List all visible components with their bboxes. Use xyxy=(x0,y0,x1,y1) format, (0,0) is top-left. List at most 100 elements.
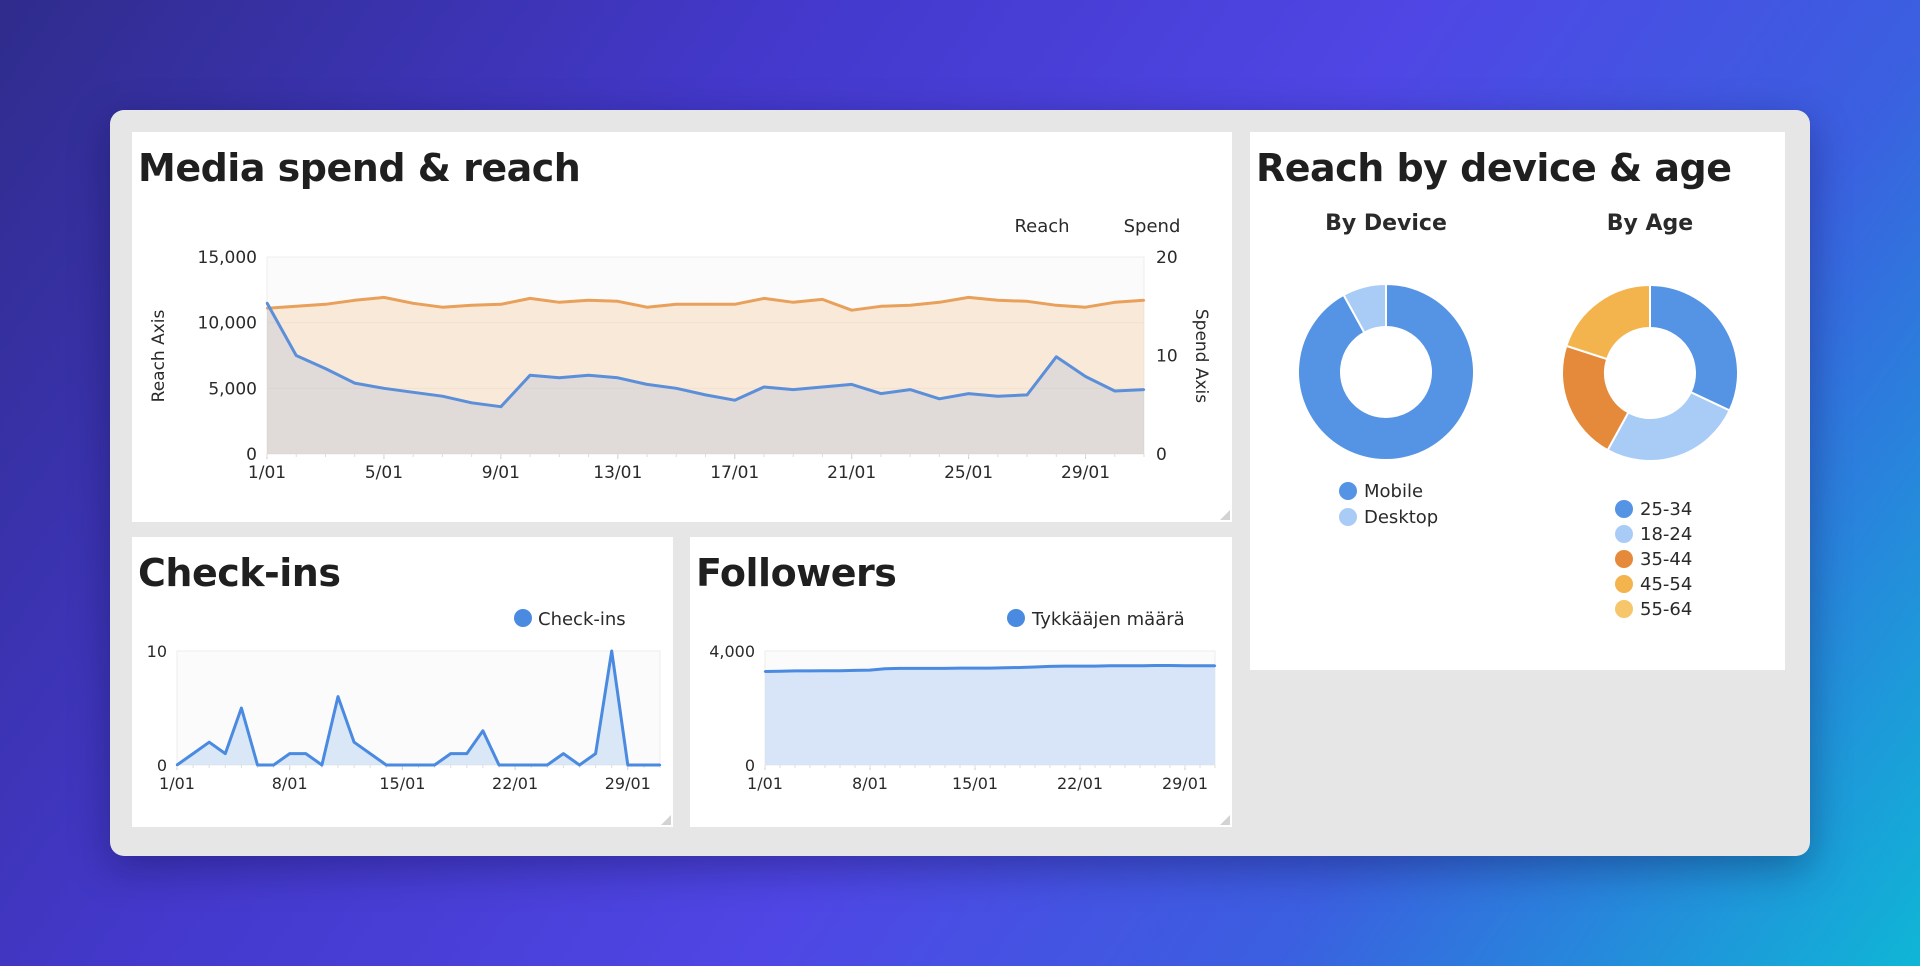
check-ins-card: Check-ins 10 0 1/01 8/01 15/01 22/01 29/01 Chec… xyxy=(132,537,673,827)
x-tick-label: 29/01 xyxy=(605,774,651,793)
spend-series-point xyxy=(470,304,473,307)
y-tick-label: 10,000 xyxy=(198,314,257,334)
check-ins-series-point xyxy=(208,741,211,744)
check-ins-series-point xyxy=(626,763,629,767)
y-tick-label: 0 xyxy=(246,445,257,465)
y-tick-label: 5,000 xyxy=(208,379,257,399)
pie-title: By Device xyxy=(1325,211,1447,236)
spend-series-point xyxy=(265,307,269,310)
resize-handle[interactable] xyxy=(661,815,671,825)
check-ins-series-point xyxy=(578,763,581,767)
y-tick-label: 0 xyxy=(157,756,167,775)
spend-series-point xyxy=(879,305,883,308)
followers-series-point xyxy=(793,669,797,673)
check-ins-series-point xyxy=(256,763,259,767)
followers-series-point xyxy=(928,667,932,670)
reach-series-point xyxy=(1084,375,1087,378)
legend-label: 18-24 xyxy=(1640,524,1692,545)
reach-series-point xyxy=(1142,388,1146,391)
resize-handle[interactable] xyxy=(1220,510,1230,520)
reach-series-point xyxy=(967,392,970,395)
reach-series-point xyxy=(762,385,766,389)
plot-area xyxy=(176,650,661,766)
check-ins-series-point xyxy=(449,752,452,755)
check-ins-series-point xyxy=(401,763,404,767)
legend-label: 55-64 xyxy=(1640,599,1692,620)
reach-by-device-age-card: Reach by device & age By Device By Age Mob… xyxy=(1250,132,1785,670)
legend-label: Tykkääjen määrä xyxy=(1031,609,1185,630)
check-ins-series-point xyxy=(530,763,533,767)
followers-series-point xyxy=(1168,664,1172,667)
spend-series-point xyxy=(733,303,736,306)
reach-series-point xyxy=(645,383,649,386)
reach-series-point xyxy=(411,391,415,394)
followers-series-point xyxy=(1093,664,1097,668)
followers-series-point xyxy=(1033,665,1037,669)
followers-series-point xyxy=(1003,666,1007,670)
spend-series-point xyxy=(1113,301,1116,304)
reach-series-point xyxy=(996,395,1000,398)
spend-series-point xyxy=(587,299,590,302)
followers-series-point xyxy=(883,667,887,670)
resize-handle[interactable] xyxy=(1220,815,1230,825)
check-ins-series-point xyxy=(272,763,275,767)
spend-series-point xyxy=(558,301,561,304)
followers-series-point xyxy=(1063,664,1067,668)
followers-series-point xyxy=(1078,664,1082,668)
x-tick-label: 15/01 xyxy=(952,774,998,793)
reach-by-device-age-chart: By Device By Age Mobile Desktop 25-34 18-24 35… xyxy=(1297,211,1739,620)
legend-label: 45-54 xyxy=(1640,574,1692,595)
followers-series-area xyxy=(765,665,1215,765)
followers-series-point xyxy=(988,666,992,670)
check-ins-series-point xyxy=(562,752,565,755)
spend-series-point xyxy=(528,297,532,300)
pie-title: By Age xyxy=(1607,211,1693,236)
spend-series-point xyxy=(704,303,707,306)
y-tick-label: 4,000 xyxy=(709,642,755,661)
y2-axis-title: Spend Axis xyxy=(1191,309,1211,403)
reach-series-point xyxy=(324,367,327,370)
followers-series-point xyxy=(973,666,977,670)
followers-card: Followers 4,000 0 1/01 8/01 15/01 22/01 29/01 T… xyxy=(690,537,1232,827)
spend-series-point xyxy=(675,303,678,306)
y2-tick-label: 20 xyxy=(1156,248,1178,268)
spend-series-point xyxy=(821,298,824,301)
legend-marker xyxy=(514,609,532,627)
spend-series-point xyxy=(792,301,795,304)
legend-label: Spend xyxy=(1124,216,1181,237)
check-ins-series-point xyxy=(497,763,501,767)
followers-series-point xyxy=(838,669,842,672)
x-tick-label: 13/01 xyxy=(593,463,642,483)
spend-series-point xyxy=(616,300,619,303)
reach-series-point xyxy=(587,374,590,377)
check-ins-series-point xyxy=(465,752,468,755)
x-tick-label: 29/01 xyxy=(1061,463,1110,483)
dashboard-frame: Media spend & reach 15,000 10,000 5,000 0 1/… xyxy=(110,110,1810,856)
y2-tick-label: 10 xyxy=(1156,347,1178,367)
reach-series-point xyxy=(441,395,444,398)
check-ins-series-point xyxy=(417,763,420,767)
followers-series-point xyxy=(823,669,827,672)
check-ins-chart: 10 01/01 8/01 15/01 22/01 29/01 Check-ins xyxy=(147,609,662,793)
followers-series-point xyxy=(808,669,812,673)
reach-series-point xyxy=(528,374,532,377)
reach-series-area xyxy=(267,303,1144,454)
x-tick-label: 8/01 xyxy=(852,774,888,793)
spend-series-point xyxy=(1142,299,1146,302)
card-title: Followers xyxy=(696,551,897,595)
check-ins-series-point xyxy=(369,752,372,755)
x-tick-label: 1/01 xyxy=(159,774,195,793)
reach-series-point xyxy=(295,354,298,357)
check-ins-series-point xyxy=(336,695,340,698)
legend-marker xyxy=(1615,600,1633,618)
check-ins-series-point xyxy=(594,752,597,755)
spend-series-point xyxy=(938,301,941,304)
reach-series-point xyxy=(558,376,561,380)
x-tick-label: 1/01 xyxy=(747,774,783,793)
followers-series-point xyxy=(943,667,947,670)
y-tick-label: 0 xyxy=(745,756,755,775)
check-ins-series-point xyxy=(610,649,613,653)
spend-series-point xyxy=(996,299,1000,302)
x-tick-label: 17/01 xyxy=(710,463,759,483)
